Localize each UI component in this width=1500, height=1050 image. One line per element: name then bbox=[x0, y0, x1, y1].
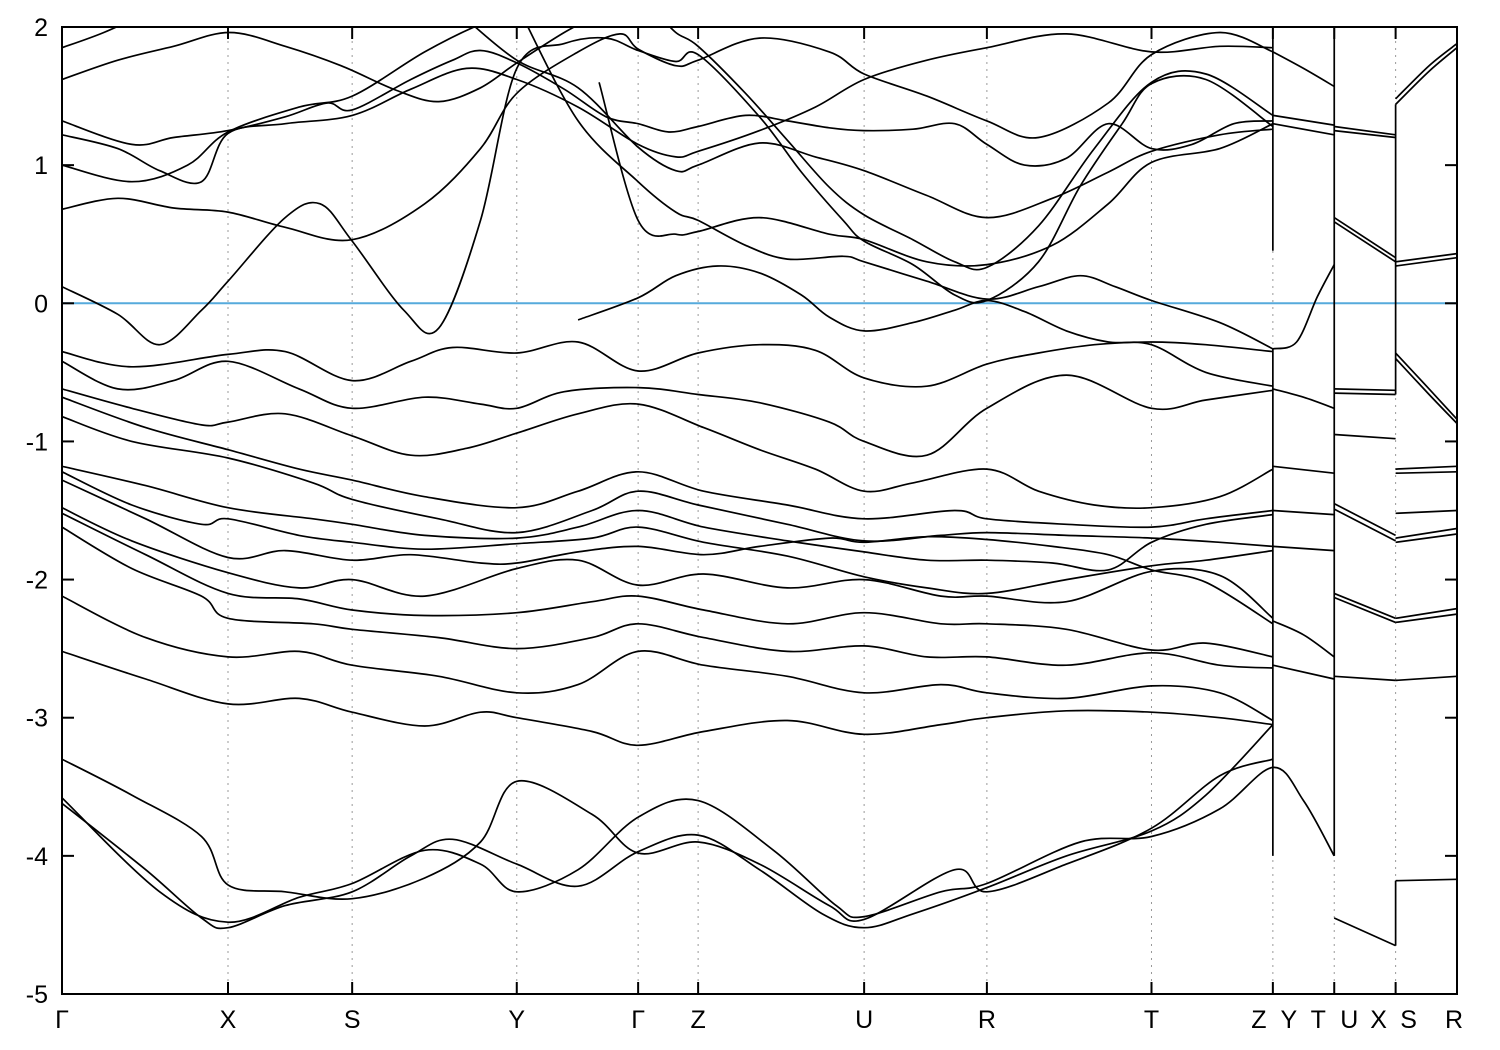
x-tick-label: U bbox=[855, 1006, 873, 1034]
band-line bbox=[1272, 122, 1335, 136]
band-line bbox=[1272, 51, 1335, 88]
y-tick-label: -3 bbox=[26, 705, 48, 733]
y-tick-label: -5 bbox=[26, 981, 48, 1009]
band-line bbox=[62, 766, 1335, 924]
band-line bbox=[62, 33, 1273, 185]
band-line bbox=[62, 396, 1274, 529]
bands-group bbox=[62, 27, 1457, 947]
x-tick-label: X bbox=[1370, 1006, 1387, 1034]
band-line bbox=[1333, 596, 1396, 624]
band-line bbox=[62, 526, 1273, 669]
band-line bbox=[1395, 252, 1457, 263]
band-line bbox=[1395, 470, 1457, 475]
x-tick-label: Y bbox=[1281, 1006, 1298, 1034]
x-tick-label: Y bbox=[508, 1006, 525, 1034]
band-line bbox=[527, 27, 1274, 350]
x-tick-label: Γ bbox=[631, 1006, 645, 1034]
band-line bbox=[62, 27, 119, 49]
band-line bbox=[1395, 607, 1457, 620]
band-line bbox=[1333, 917, 1396, 947]
band-line bbox=[62, 512, 1274, 658]
band-line bbox=[62, 595, 1274, 722]
band-line bbox=[62, 27, 477, 183]
band-line bbox=[1272, 114, 1335, 126]
band-line bbox=[1333, 502, 1396, 537]
band-line bbox=[62, 31, 1274, 242]
band-line bbox=[668, 27, 1274, 271]
band-line bbox=[62, 506, 1274, 619]
band-line bbox=[1334, 392, 1396, 396]
band-line bbox=[1334, 675, 1396, 682]
x-tick-label: U bbox=[1340, 1006, 1358, 1034]
band-line bbox=[62, 340, 1273, 388]
band-line bbox=[1394, 47, 1457, 106]
band-line bbox=[1272, 509, 1335, 516]
band-line bbox=[1395, 878, 1457, 882]
y-tick-label: -4 bbox=[26, 843, 48, 871]
y-tick-label: 1 bbox=[34, 152, 48, 180]
band-line bbox=[1395, 613, 1457, 624]
band-line bbox=[1272, 620, 1335, 658]
band-line bbox=[1395, 465, 1457, 470]
band-line bbox=[1394, 357, 1457, 425]
band-line bbox=[1333, 221, 1397, 263]
band-line bbox=[62, 49, 1273, 167]
x-tick-label: T bbox=[1311, 1006, 1326, 1034]
y-tick-label: 2 bbox=[34, 14, 48, 42]
band-line bbox=[62, 758, 1274, 922]
x-tick-label: Z bbox=[690, 1006, 705, 1034]
band-line bbox=[1395, 675, 1457, 682]
band-line bbox=[62, 360, 1274, 458]
band-line bbox=[1333, 592, 1396, 620]
x-tick-label: R bbox=[978, 1006, 996, 1034]
band-line bbox=[1394, 352, 1457, 420]
y-tick-label: -1 bbox=[26, 428, 48, 456]
plot-border bbox=[61, 26, 1458, 995]
band-line bbox=[1334, 388, 1396, 392]
band-line bbox=[62, 415, 1273, 548]
x-tick-label: S bbox=[344, 1006, 361, 1034]
x-tick-label: Z bbox=[1251, 1006, 1266, 1034]
x-tick-label: R bbox=[1445, 1006, 1463, 1034]
band-line bbox=[1334, 433, 1396, 440]
band-line bbox=[1272, 664, 1335, 680]
band-line bbox=[1395, 509, 1457, 515]
band-line bbox=[1272, 545, 1335, 552]
band-line bbox=[62, 465, 1274, 572]
y-tick-label: 0 bbox=[34, 290, 48, 318]
x-tick-label: T bbox=[1144, 1006, 1159, 1034]
band-line bbox=[1395, 256, 1457, 267]
band-line bbox=[62, 479, 1274, 625]
band-line bbox=[1395, 42, 1457, 100]
band-line bbox=[474, 27, 1273, 219]
band-line bbox=[62, 724, 1274, 930]
band-line bbox=[1333, 216, 1397, 259]
x-tick-label: X bbox=[220, 1006, 237, 1034]
band-line bbox=[1395, 533, 1457, 544]
band-line bbox=[1272, 388, 1335, 410]
band-line bbox=[62, 388, 1274, 510]
band-line bbox=[598, 82, 1274, 267]
band-line bbox=[62, 27, 576, 103]
band-line bbox=[1272, 264, 1335, 350]
band-line bbox=[62, 650, 1274, 747]
band-line bbox=[1334, 129, 1396, 139]
band-line bbox=[577, 265, 1274, 388]
band-line bbox=[62, 471, 1274, 595]
band-line bbox=[62, 36, 1274, 346]
band-line bbox=[1334, 125, 1396, 136]
band-line bbox=[1395, 527, 1457, 539]
band-line bbox=[1333, 508, 1396, 542]
y-tick-label: -2 bbox=[26, 567, 48, 595]
x-tick-label: Γ bbox=[55, 1006, 69, 1034]
band-line bbox=[1272, 465, 1335, 475]
x-tick-label: S bbox=[1400, 1006, 1417, 1034]
